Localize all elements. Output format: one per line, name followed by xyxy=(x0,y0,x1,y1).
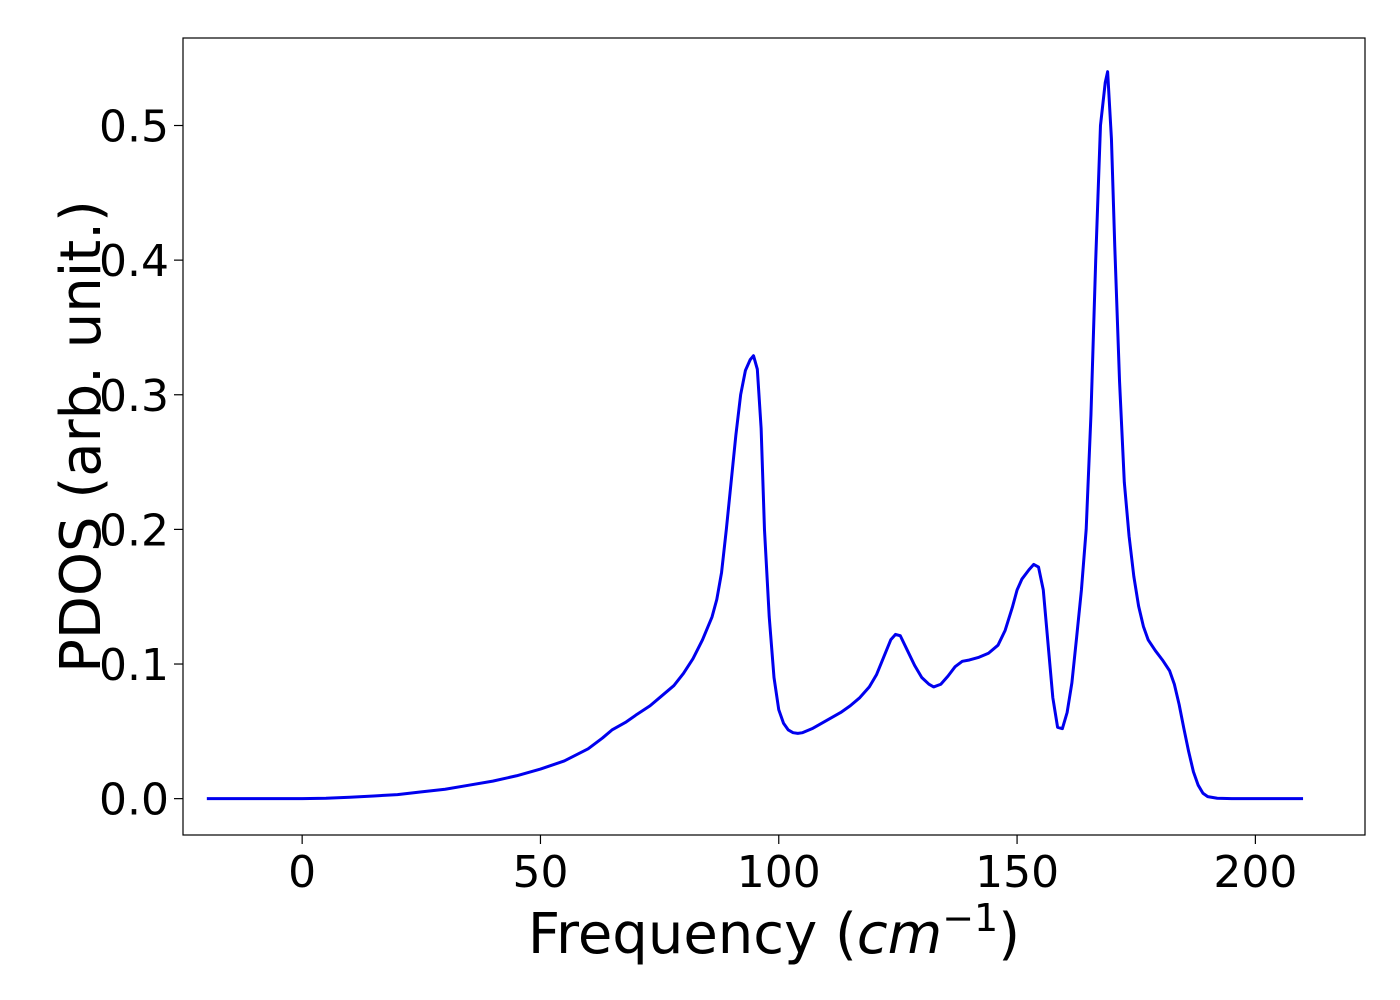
x-axis-label-exponent: −1 xyxy=(942,896,998,940)
x-axis-label: Frequency (cm−1) xyxy=(528,896,1020,967)
plot-frame xyxy=(182,37,1366,836)
x-tick-label: 200 xyxy=(1213,847,1297,898)
x-axis-label-close: ) xyxy=(998,902,1020,967)
x-tick-label: 150 xyxy=(975,847,1059,898)
x-tick-label: 50 xyxy=(512,847,568,898)
y-axis-label: PDOS (arb. unit.) xyxy=(49,200,114,673)
y-tick-label: 0.1 xyxy=(99,640,169,691)
x-axis-ticks: 0 50 100 150 200 xyxy=(288,835,1297,898)
y-tick-label: 0.2 xyxy=(99,505,169,556)
x-axis-label-text: Frequency ( xyxy=(528,902,857,967)
x-tick-label: 100 xyxy=(737,847,821,898)
x-axis-label-unit: cm xyxy=(857,902,942,967)
pdos-series-line xyxy=(206,70,1304,801)
y-tick-label: 0.5 xyxy=(99,102,169,153)
x-tick-label: 0 xyxy=(288,847,316,898)
y-tick-label: 0.4 xyxy=(99,236,169,287)
y-axis-ticks: 0.0 0.1 0.2 0.3 0.4 0.5 xyxy=(99,102,183,826)
y-tick-label: 0.3 xyxy=(99,371,169,422)
y-tick-label: 0.0 xyxy=(99,775,169,826)
